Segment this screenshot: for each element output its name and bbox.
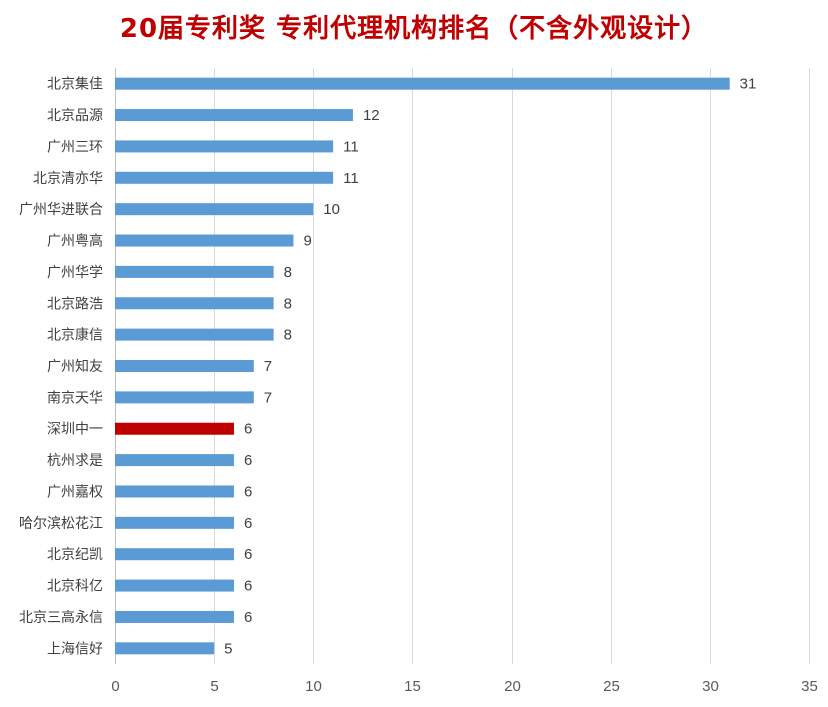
category-label: 杭州求是	[47, 453, 103, 469]
bar	[115, 328, 274, 341]
bar	[115, 109, 353, 122]
bar	[115, 485, 234, 498]
category-label: 北京科亿	[47, 579, 103, 595]
bar	[115, 642, 215, 655]
x-tick-label: 30	[702, 678, 719, 695]
data-label: 11	[343, 170, 359, 187]
data-label: 12	[363, 107, 380, 124]
x-tick-label: 20	[504, 678, 521, 695]
x-tick-label: 15	[404, 678, 421, 695]
data-label: 9	[303, 233, 311, 250]
data-label: 6	[244, 452, 252, 469]
category-label: 北京康信	[47, 327, 103, 344]
x-tick-label: 35	[801, 678, 818, 695]
data-label: 6	[244, 546, 252, 563]
category-label: 深圳中一	[47, 422, 103, 438]
x-tick-label: 25	[603, 678, 620, 695]
bar	[115, 265, 274, 278]
bar	[115, 140, 334, 153]
data-label: 11	[343, 138, 359, 155]
category-label: 北京清亦华	[33, 171, 103, 187]
bar	[115, 516, 234, 529]
chart-title: 20届专利奖 专利代理机构排名（不含外观设计）	[119, 14, 709, 44]
category-label: 北京纪凯	[47, 547, 103, 563]
category-label: 广州嘉权	[47, 484, 103, 500]
data-label: 6	[244, 609, 252, 626]
data-label: 7	[264, 389, 272, 406]
bar	[115, 360, 254, 372]
category-label: 广州粤高	[47, 233, 103, 250]
category-label: 广州三环	[47, 139, 103, 155]
data-label: 10	[323, 201, 340, 218]
category-label: 上海信好	[47, 641, 103, 657]
x-tick-label: 10	[305, 678, 322, 695]
bar	[115, 297, 274, 310]
bar	[115, 548, 234, 561]
bar	[115, 234, 294, 247]
x-tick-label: 0	[111, 678, 119, 695]
category-label: 哈尔滨松花江	[19, 516, 103, 532]
data-label: 6	[244, 515, 252, 532]
x-tick-label: 5	[210, 678, 218, 695]
bar	[115, 454, 234, 467]
category-label: 北京三高永信	[19, 609, 103, 626]
data-label: 6	[244, 421, 252, 438]
bar	[115, 77, 730, 90]
bar	[115, 203, 314, 216]
category-label: 北京集佳	[47, 76, 103, 93]
category-label: 广州华进联合	[19, 202, 103, 218]
bar	[115, 391, 254, 404]
data-label: 7	[264, 358, 272, 375]
data-label: 8	[284, 264, 292, 281]
category-label: 北京路浩	[47, 296, 103, 312]
bar	[115, 171, 334, 184]
data-label: 6	[244, 483, 252, 500]
bar	[115, 579, 234, 592]
category-label: 北京品源	[47, 108, 103, 124]
data-label: 5	[224, 640, 232, 657]
category-label: 南京天华	[47, 390, 103, 406]
data-label: 6	[244, 578, 252, 595]
bar	[115, 422, 234, 435]
data-label: 8	[284, 327, 292, 344]
bar	[115, 610, 234, 623]
category-label: 广州华学	[47, 265, 103, 281]
category-label: 广州知友	[47, 358, 103, 375]
data-label: 8	[284, 295, 292, 312]
data-label: 31	[740, 76, 757, 93]
